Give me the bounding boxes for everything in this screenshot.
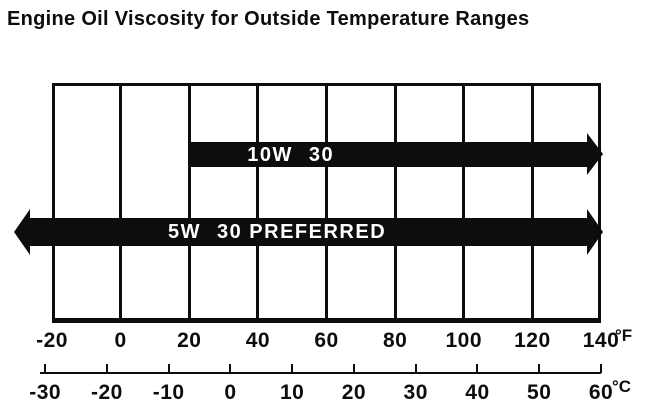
gridline: [530, 83, 534, 323]
c-axis-tick: [600, 364, 602, 373]
c-axis-tick: [291, 364, 294, 373]
gridline: [119, 83, 123, 323]
c-axis-ruler: [40, 372, 601, 374]
c-axis-tick: [105, 364, 108, 373]
c-axis-tick-label: 0: [224, 381, 237, 404]
f-axis-tick-label: 0: [114, 329, 127, 352]
f-axis-tick-label: 140: [582, 329, 620, 352]
viscosity-bar: 5W 30 PREFERRED: [30, 218, 587, 246]
gridline: [325, 83, 328, 323]
bar-label: 10W 30: [247, 145, 334, 165]
bar-arrow-right-icon: [587, 209, 603, 255]
bar-label-part: 30 PREFERRED: [217, 221, 387, 243]
f-axis-unit: °F: [615, 326, 633, 345]
gridline: [462, 83, 466, 323]
f-axis-tick-label: 60: [314, 329, 339, 352]
gridline: [187, 83, 191, 323]
c-axis-tick: [229, 364, 232, 373]
c-axis-tick: [414, 364, 417, 373]
c-axis-tick: [538, 364, 541, 373]
gridline: [393, 83, 397, 323]
c-axis-tick-label: 50: [527, 381, 552, 404]
c-axis-tick-label: 30: [403, 381, 428, 404]
bar-label: 5W 30 PREFERRED: [168, 222, 386, 242]
bar-label-part: 5W: [168, 221, 201, 243]
f-axis-tick-label: -20: [36, 329, 68, 352]
c-axis-tick: [167, 364, 170, 373]
c-axis-tick-label: -20: [90, 381, 123, 404]
bar-label-part: 30: [308, 143, 335, 166]
bar-arrow-left-icon: [14, 209, 30, 255]
f-axis-tick-label: 20: [177, 329, 202, 352]
viscosity-bar: 10W 30: [189, 142, 587, 167]
c-axis-tick-label: -10: [152, 381, 185, 404]
f-axis-tick-label: 80: [382, 329, 408, 352]
c-axis-tick-label: 20: [341, 381, 367, 404]
c-axis-tick: [352, 364, 355, 373]
gridline: [256, 83, 260, 323]
c-axis-tick-label: -30: [29, 381, 62, 404]
c-axis-tick-label: 40: [465, 381, 490, 404]
c-axis-tick-label: 10: [280, 381, 305, 404]
c-axis-tick: [44, 364, 47, 373]
c-axis-tick-label: 60: [588, 381, 614, 404]
bar-label-part: 10W: [247, 143, 293, 166]
f-axis-tick-label: 120: [514, 329, 551, 352]
f-axis-tick-label: 100: [445, 329, 483, 352]
f-axis-tick-label: 40: [245, 329, 271, 352]
bar-arrow-right-icon: [587, 133, 603, 175]
c-axis-tick: [476, 364, 479, 373]
chart-title: Engine Oil Viscosity for Outside Tempera…: [7, 8, 530, 30]
c-axis-unit: °C: [612, 377, 632, 396]
